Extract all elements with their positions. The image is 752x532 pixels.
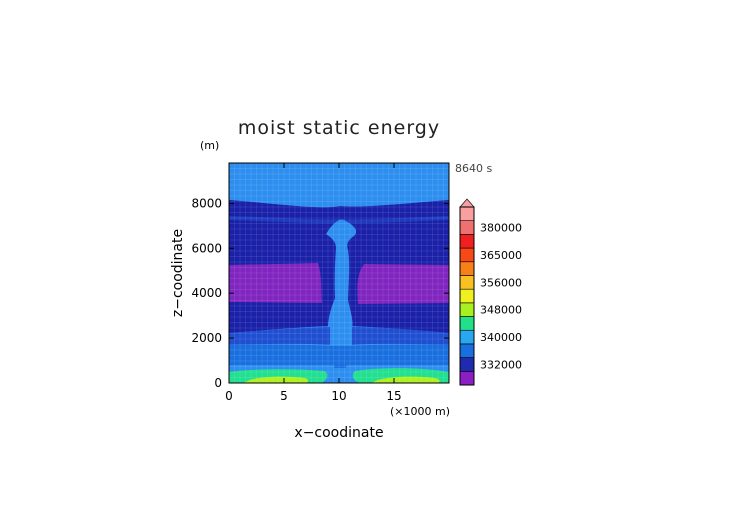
colorbar-segment [459, 329, 475, 345]
contour-purple-left [229, 263, 322, 303]
x-tick-label: 15 [386, 389, 401, 403]
colorbar-label: 356000 [480, 276, 522, 289]
y-unit-label: (m) [200, 139, 219, 152]
colorbar-segment [459, 343, 475, 358]
contour-mid-band-upper [229, 216, 449, 224]
x-axis: 0 5 10 15 [225, 163, 402, 403]
y-tick-label: 0 [214, 376, 222, 390]
colorbar-label: 340000 [480, 331, 522, 344]
colorbar-label: 380000 [480, 222, 522, 235]
colorbar-segment [459, 261, 475, 276]
colorbar-segment [459, 288, 475, 304]
colorbar-segment [459, 357, 475, 372]
y-tick-label: 4000 [191, 286, 222, 300]
y-tick-label: 8000 [191, 196, 222, 210]
contour-yellow-right [372, 376, 440, 383]
y-axis-label: z−coodinate [170, 229, 186, 317]
colorbar-label: 365000 [480, 249, 522, 262]
grid-lines [229, 163, 449, 383]
chart-title: moist static energy [238, 117, 440, 139]
x-tick-label: 0 [225, 389, 233, 403]
colorbar-extend-arrow [459, 198, 475, 208]
colorbar-segment [459, 206, 475, 221]
colorbar-segment [459, 371, 475, 386]
colorbar-label: 348000 [480, 304, 522, 317]
y-tick-label: 2000 [191, 331, 222, 345]
x-unit-label: (×1000 m) [390, 405, 450, 418]
colorbar-segment [459, 220, 475, 235]
x-tick-label: 5 [280, 389, 288, 403]
contour-plume [326, 219, 357, 348]
y-axis: 0 2000 4000 6000 8000 [191, 196, 449, 390]
colorbar-segment [459, 302, 475, 317]
x-axis-label: x−coodinate [294, 425, 383, 441]
plot-area [229, 163, 449, 383]
time-label: 8640 s [455, 162, 492, 175]
contour-purple-right [357, 264, 449, 304]
y-tick-label: 6000 [191, 241, 222, 255]
x-tick-label: 10 [331, 389, 346, 403]
contour-thermal [334, 350, 348, 368]
colorbar-label: 332000 [480, 358, 522, 371]
contour-low-mid-band [229, 327, 449, 345]
colorbar-segment [459, 247, 475, 263]
colorbar-segment [459, 234, 475, 249]
colorbar-frame [459, 206, 475, 386]
contour-yellow-left [244, 376, 309, 383]
colorbar-segment [459, 316, 475, 331]
colorbar-segment [459, 275, 475, 290]
colorbar: 332000 340000 348000 356000 365000 380000 [459, 198, 522, 386]
